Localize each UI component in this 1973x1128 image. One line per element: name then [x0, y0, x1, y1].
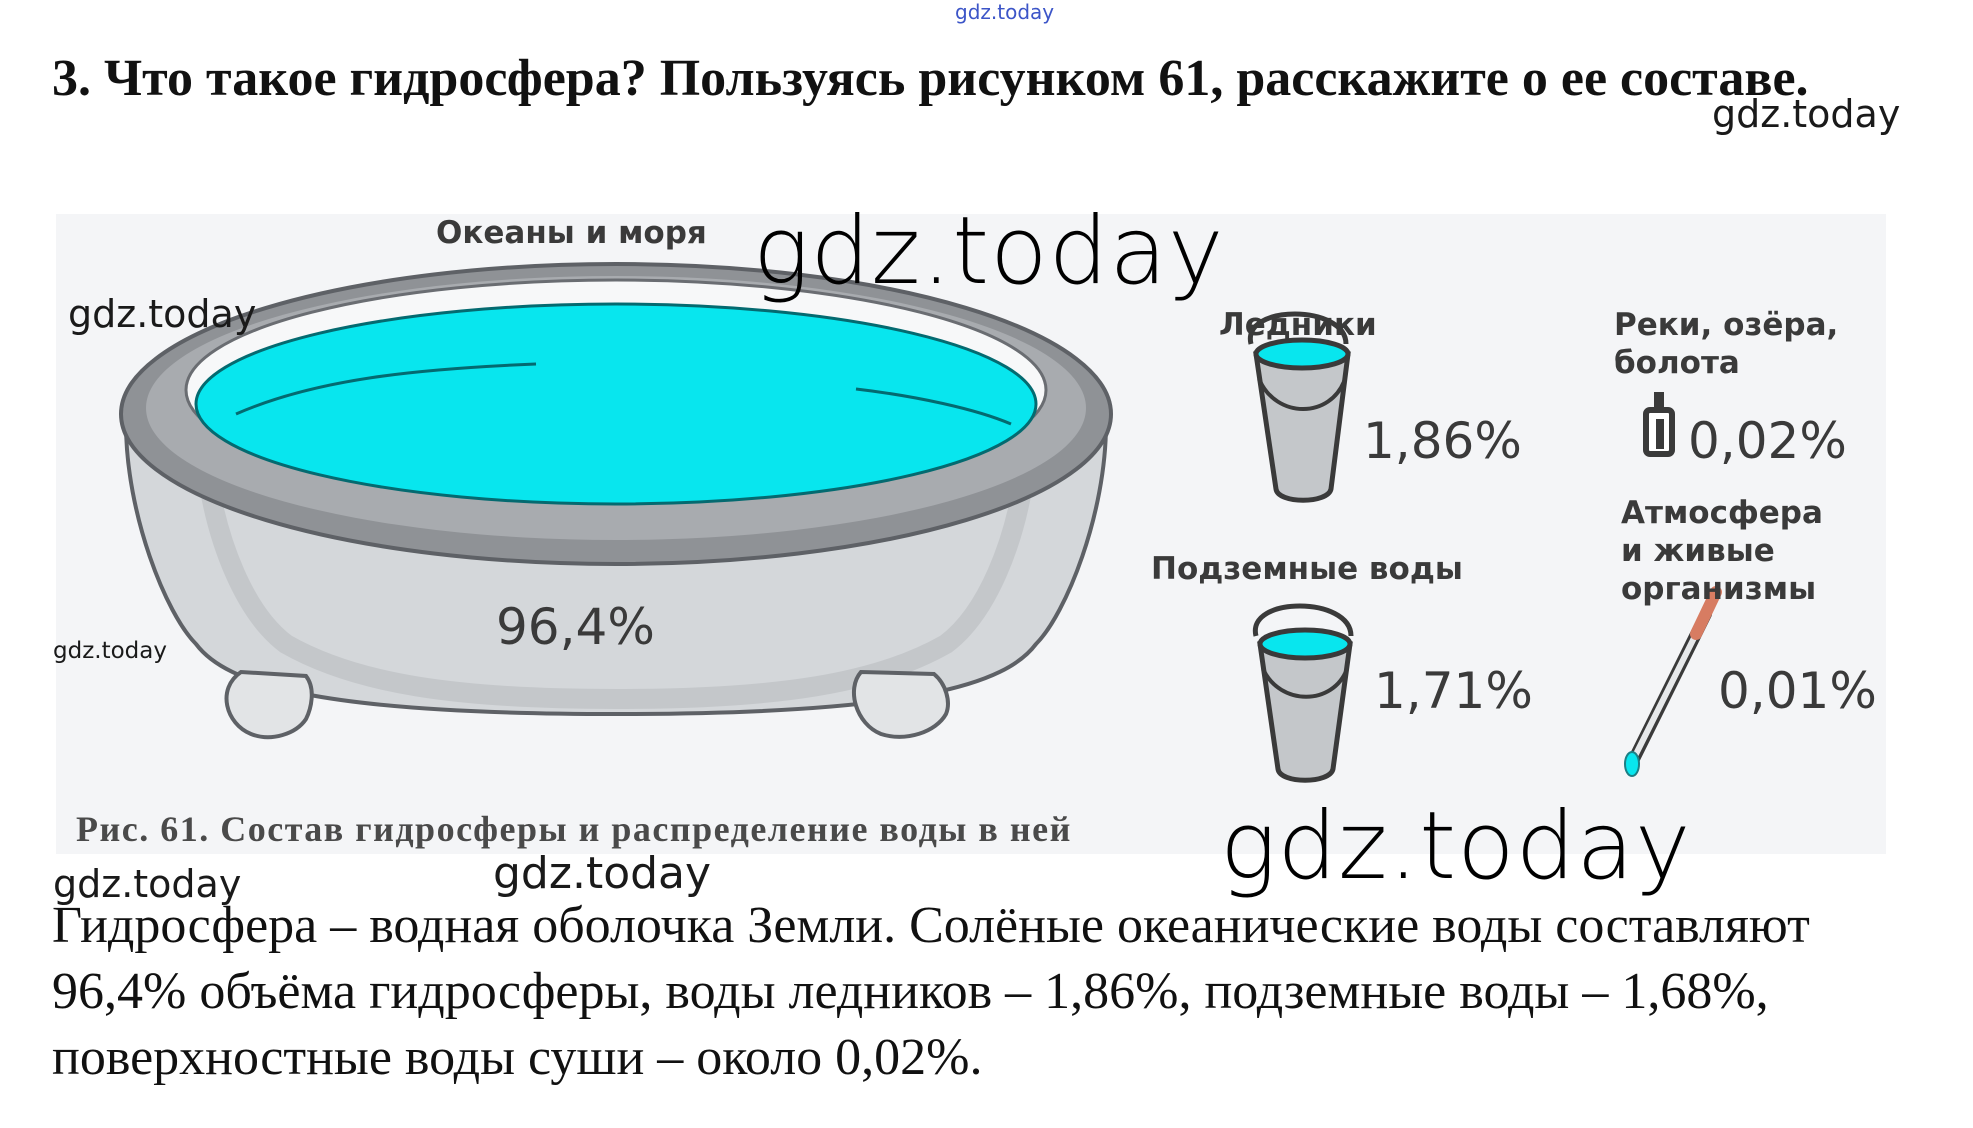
bottle-icon	[1643, 392, 1675, 457]
atmosphere-label-line3: организмы	[1621, 571, 1817, 607]
watermark-small-4: gdz.today	[53, 862, 242, 906]
bathtub-icon	[119, 262, 1113, 740]
watermark-small-1: gdz.today	[1712, 92, 1901, 136]
watermark-big-2: gdz.today	[1220, 792, 1692, 901]
watermark-small-3: gdz.today	[53, 638, 167, 664]
rivers-label-line2: болота	[1614, 345, 1740, 381]
glaciers-value: 1,86%	[1363, 412, 1522, 470]
glaciers-label: Ледники	[1219, 307, 1377, 343]
rivers-value: 0,02%	[1688, 412, 1847, 470]
tub-foot-right	[851, 669, 950, 739]
oceans-value: 96,4%	[496, 598, 655, 656]
answer-paragraph: Гидросфера – водная оболочка Земли. Солё…	[52, 897, 1810, 1086]
watermark-small-2: gdz.today	[68, 292, 257, 336]
hydrosphere-illustration	[119, 262, 1722, 783]
watermark-top: gdz.today	[955, 0, 1055, 24]
figure-61: Океаны и моря 96,4% Ледники 1,86% Реки, …	[56, 214, 1886, 854]
glaciers-bucket-icon	[1248, 311, 1351, 503]
question-heading: 3. Что такое гидросфера? Пользуясь рисун…	[52, 50, 1809, 107]
watermark-small-5: gdz.today	[493, 848, 712, 899]
rivers-label-line1: Реки, озёра,	[1614, 307, 1839, 343]
groundwater-label: Подземные воды	[1151, 551, 1463, 587]
tub-foot-left	[224, 669, 314, 740]
pipette-icon	[1624, 586, 1722, 777]
groundwater-value: 1,71%	[1374, 662, 1533, 720]
groundwater-bucket-icon	[1253, 603, 1354, 783]
atmosphere-label-line1: Атмосфера	[1621, 495, 1823, 531]
watermark-big-1: gdz.today	[753, 197, 1225, 306]
oceans-label: Океаны и моря	[436, 215, 707, 251]
atmosphere-value: 0,01%	[1718, 662, 1877, 720]
ocean-water-icon	[194, 302, 1038, 506]
figure-caption: Рис. 61. Состав гидросферы и распределен…	[76, 809, 1072, 849]
atmosphere-label-line2: и живые	[1621, 533, 1775, 569]
